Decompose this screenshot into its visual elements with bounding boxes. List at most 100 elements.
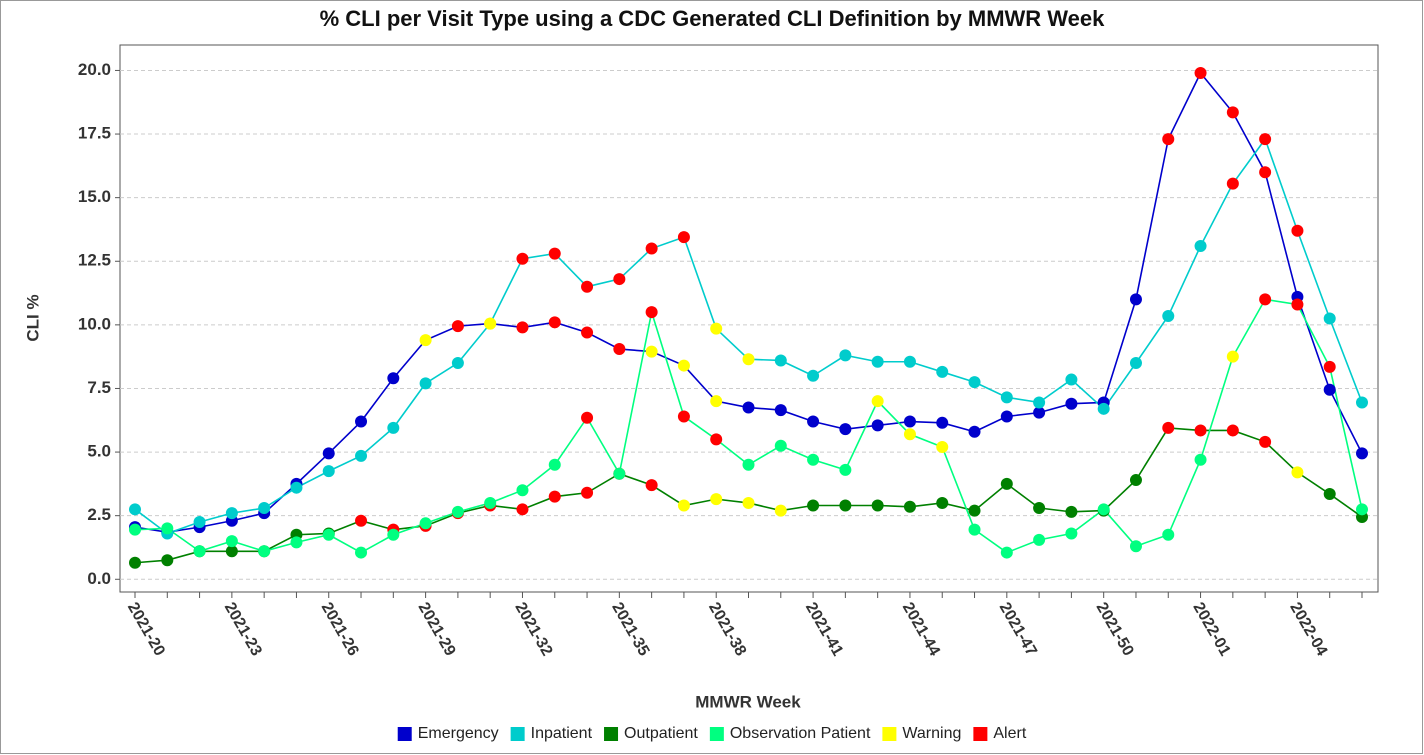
legend-label: Outpatient (624, 725, 698, 742)
data-point (677, 499, 690, 512)
data-point (290, 536, 303, 549)
data-point (903, 415, 916, 428)
data-point (1129, 293, 1142, 306)
data-point (839, 349, 852, 362)
data-point (1356, 447, 1368, 460)
data-point (1162, 133, 1175, 146)
data-point (387, 528, 400, 541)
data-point (1226, 424, 1239, 437)
data-point (1065, 373, 1078, 386)
data-point (1259, 293, 1272, 306)
data-point (1162, 421, 1175, 434)
data-point (548, 490, 561, 503)
y-tick-label: 12.5 (78, 251, 111, 270)
data-point (193, 516, 206, 529)
y-tick-label: 0.0 (87, 569, 111, 588)
data-point (1291, 298, 1304, 311)
data-point (581, 326, 594, 339)
data-point (225, 507, 238, 520)
data-point (1097, 402, 1110, 415)
data-point (129, 523, 141, 536)
data-point (645, 345, 658, 358)
data-point (129, 503, 141, 516)
data-point (774, 404, 787, 417)
data-point (322, 447, 335, 460)
data-point (1226, 177, 1239, 190)
x-axis-title: MMWR Week (695, 692, 801, 711)
data-point (968, 523, 981, 536)
data-point (871, 355, 884, 368)
y-tick-label: 20.0 (78, 60, 111, 79)
data-point (581, 486, 594, 499)
data-point (839, 499, 852, 512)
data-point (322, 465, 335, 478)
data-point (1097, 503, 1110, 516)
data-point (936, 416, 949, 429)
data-point (936, 496, 949, 509)
chart-title: % CLI per Visit Type using a CDC Generat… (320, 6, 1106, 31)
legend-swatch (709, 727, 724, 741)
data-point (1000, 410, 1013, 423)
y-tick-label: 15.0 (78, 187, 111, 206)
data-point (1033, 396, 1046, 409)
data-point (807, 499, 820, 512)
legend-swatch (973, 727, 988, 741)
data-point (290, 481, 303, 494)
data-point (387, 372, 400, 385)
data-point (1000, 391, 1013, 404)
data-point (1065, 527, 1078, 540)
data-point (871, 395, 884, 408)
data-point (871, 419, 884, 432)
data-point (613, 343, 626, 356)
data-point (1226, 350, 1239, 363)
data-point (1033, 533, 1046, 546)
data-point (968, 504, 981, 517)
y-tick-label: 2.5 (87, 505, 111, 524)
data-point (677, 231, 690, 244)
data-point (677, 359, 690, 372)
data-point (807, 415, 820, 428)
data-point (774, 439, 787, 452)
data-point (903, 500, 916, 513)
data-point (1291, 224, 1304, 237)
data-point (451, 320, 464, 333)
data-point (1000, 477, 1013, 490)
data-point (1065, 505, 1078, 518)
data-point (742, 401, 755, 414)
data-point (548, 247, 561, 260)
data-point (548, 458, 561, 471)
data-point (258, 545, 271, 558)
legend-swatch (604, 727, 619, 741)
data-point (613, 467, 626, 480)
data-point (355, 415, 368, 428)
data-point (1323, 488, 1336, 501)
data-point (1194, 66, 1207, 79)
data-point (516, 252, 529, 265)
data-point (161, 554, 174, 567)
data-point (451, 357, 464, 370)
data-point (484, 317, 497, 330)
data-point (968, 376, 981, 389)
data-point (355, 546, 368, 559)
data-point (903, 428, 916, 441)
y-tick-label: 10.0 (78, 314, 111, 333)
data-point (871, 499, 884, 512)
data-point (1259, 166, 1272, 179)
data-point (1194, 239, 1207, 252)
data-point (1259, 435, 1272, 448)
data-point (484, 496, 497, 509)
data-point (387, 421, 400, 434)
y-tick-label: 7.5 (87, 378, 111, 397)
data-point (807, 453, 820, 466)
legend-label: Inpatient (531, 725, 593, 742)
data-point (677, 410, 690, 423)
data-point (516, 503, 529, 516)
data-point (1033, 406, 1046, 419)
data-point (742, 458, 755, 471)
data-point (1162, 309, 1175, 322)
data-point (903, 355, 916, 368)
y-tick-label: 5.0 (87, 442, 111, 461)
data-point (1356, 503, 1368, 516)
